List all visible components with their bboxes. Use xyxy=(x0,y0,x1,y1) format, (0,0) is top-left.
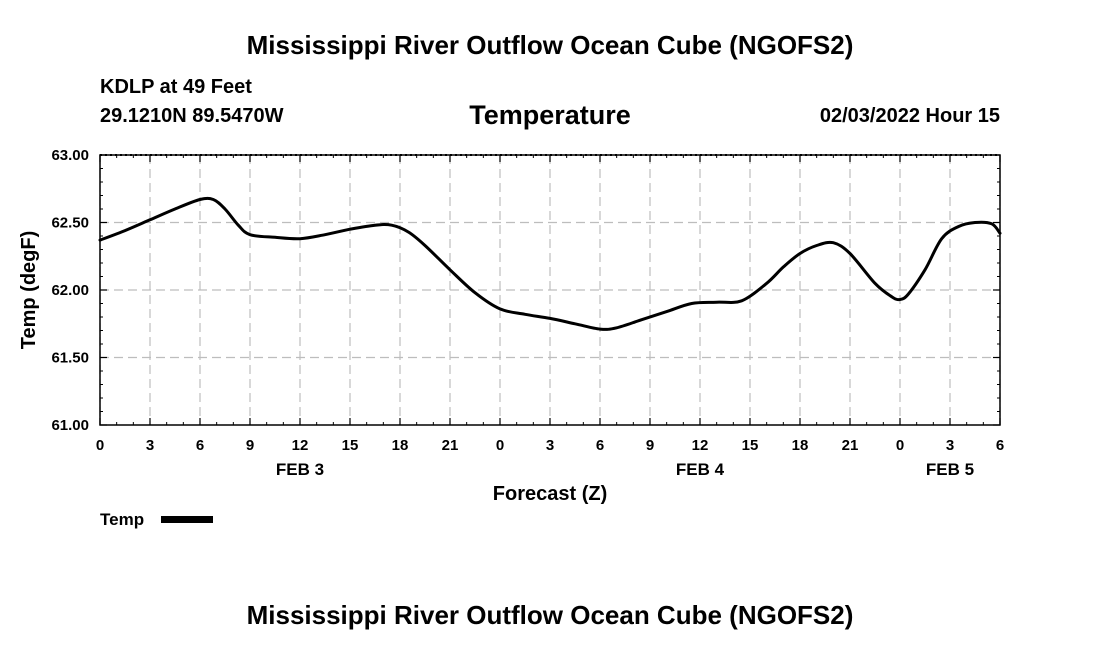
x-tick-label: 0 xyxy=(496,437,504,454)
x-tick-label: 12 xyxy=(692,437,709,454)
x-tick-label: 15 xyxy=(742,437,759,454)
day-label: FEB 3 xyxy=(276,460,324,479)
x-tick-label: 21 xyxy=(442,437,459,454)
x-tick-label: 12 xyxy=(292,437,309,454)
y-axis-label: Temp (degF) xyxy=(18,231,40,350)
x-tick-label: 6 xyxy=(196,437,204,454)
x-tick-label: 0 xyxy=(96,437,104,454)
footer-title: Mississippi River Outflow Ocean Cube (NG… xyxy=(246,600,854,630)
chart-title: Temperature xyxy=(469,100,631,130)
main-title: Mississippi River Outflow Ocean Cube (NG… xyxy=(246,30,854,60)
x-axis-label: Forecast (Z) xyxy=(493,483,607,505)
y-tick-label: 61.50 xyxy=(51,350,89,367)
x-tick-label: 3 xyxy=(946,437,954,454)
x-tick-label: 15 xyxy=(342,437,359,454)
labels-layer: 0 3 6 9 12 15 18 21 0 3 6 9 12 15 18 21 0 3 6 61.00 61.50 62.… xyxy=(51,147,1004,479)
forecast-time: 02/03/2022 Hour 15 xyxy=(819,105,1000,127)
x-tick-label: 18 xyxy=(392,437,409,454)
x-tick-label: 9 xyxy=(646,437,654,454)
y-tick-label: 61.00 xyxy=(51,417,89,434)
x-tick-label: 3 xyxy=(146,437,154,454)
x-tick-label: 18 xyxy=(792,437,809,454)
legend-label: Temp xyxy=(100,510,145,529)
legend-swatch xyxy=(161,516,213,523)
series-layer xyxy=(98,196,1002,331)
day-label: FEB 5 xyxy=(926,460,974,479)
day-label: FEB 4 xyxy=(676,460,725,479)
station-name: KDLP at 49 Feet xyxy=(100,76,252,98)
y-tick-label: 63.00 xyxy=(51,147,89,164)
plot-frame xyxy=(99,154,1001,426)
x-tick-label: 6 xyxy=(996,437,1004,454)
x-tick-label: 6 xyxy=(596,437,604,454)
y-tick-label: 62.00 xyxy=(51,282,89,299)
y-tick-label: 62.50 xyxy=(51,215,89,232)
x-tick-label: 3 xyxy=(546,437,554,454)
x-tick-label: 9 xyxy=(246,437,254,454)
station-coords: 29.1210N 89.5470W xyxy=(100,105,284,127)
x-tick-label: 21 xyxy=(842,437,859,454)
x-tick-label: 0 xyxy=(896,437,904,454)
grid-layer xyxy=(99,155,1001,425)
series-line-temp xyxy=(98,196,1002,331)
